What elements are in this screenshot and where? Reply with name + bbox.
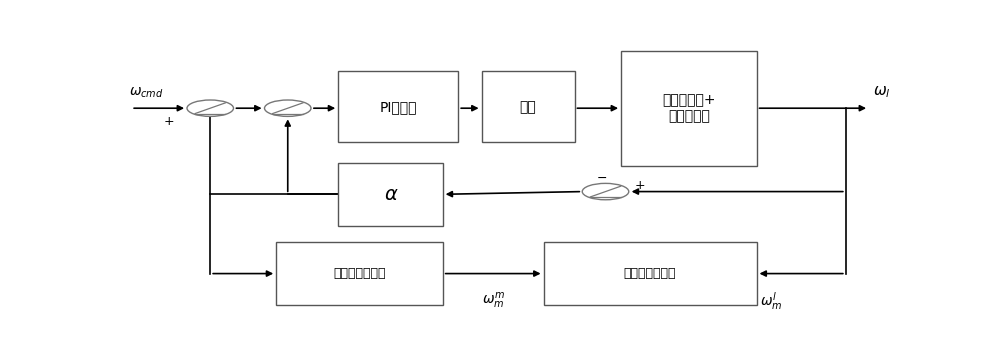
Text: $\omega_m^m$: $\omega_m^m$ bbox=[482, 291, 505, 311]
Text: +: + bbox=[164, 115, 174, 127]
Text: PI控制器: PI控制器 bbox=[379, 100, 417, 114]
Text: +: + bbox=[635, 179, 646, 192]
Text: 电机: 电机 bbox=[520, 100, 536, 114]
Text: 齿轮减速器+
被驱动部件: 齿轮减速器+ 被驱动部件 bbox=[662, 93, 716, 123]
Circle shape bbox=[187, 100, 234, 116]
Text: $\omega_m^l$: $\omega_m^l$ bbox=[761, 290, 783, 312]
Bar bbox=[338, 163, 443, 226]
Bar bbox=[544, 242, 757, 305]
Bar bbox=[276, 242, 443, 305]
Text: 简化的电气模型: 简化的电气模型 bbox=[333, 267, 386, 280]
Bar bbox=[338, 71, 458, 142]
Bar bbox=[621, 51, 757, 165]
Text: α: α bbox=[384, 185, 397, 204]
Circle shape bbox=[582, 184, 629, 200]
Text: 简化的机械模型: 简化的机械模型 bbox=[624, 267, 676, 280]
Circle shape bbox=[264, 100, 311, 116]
Text: $-$: $-$ bbox=[596, 171, 607, 184]
Text: $\omega_l$: $\omega_l$ bbox=[873, 84, 891, 100]
Bar bbox=[482, 71, 574, 142]
Text: $\omega_{cmd}$: $\omega_{cmd}$ bbox=[129, 86, 164, 100]
